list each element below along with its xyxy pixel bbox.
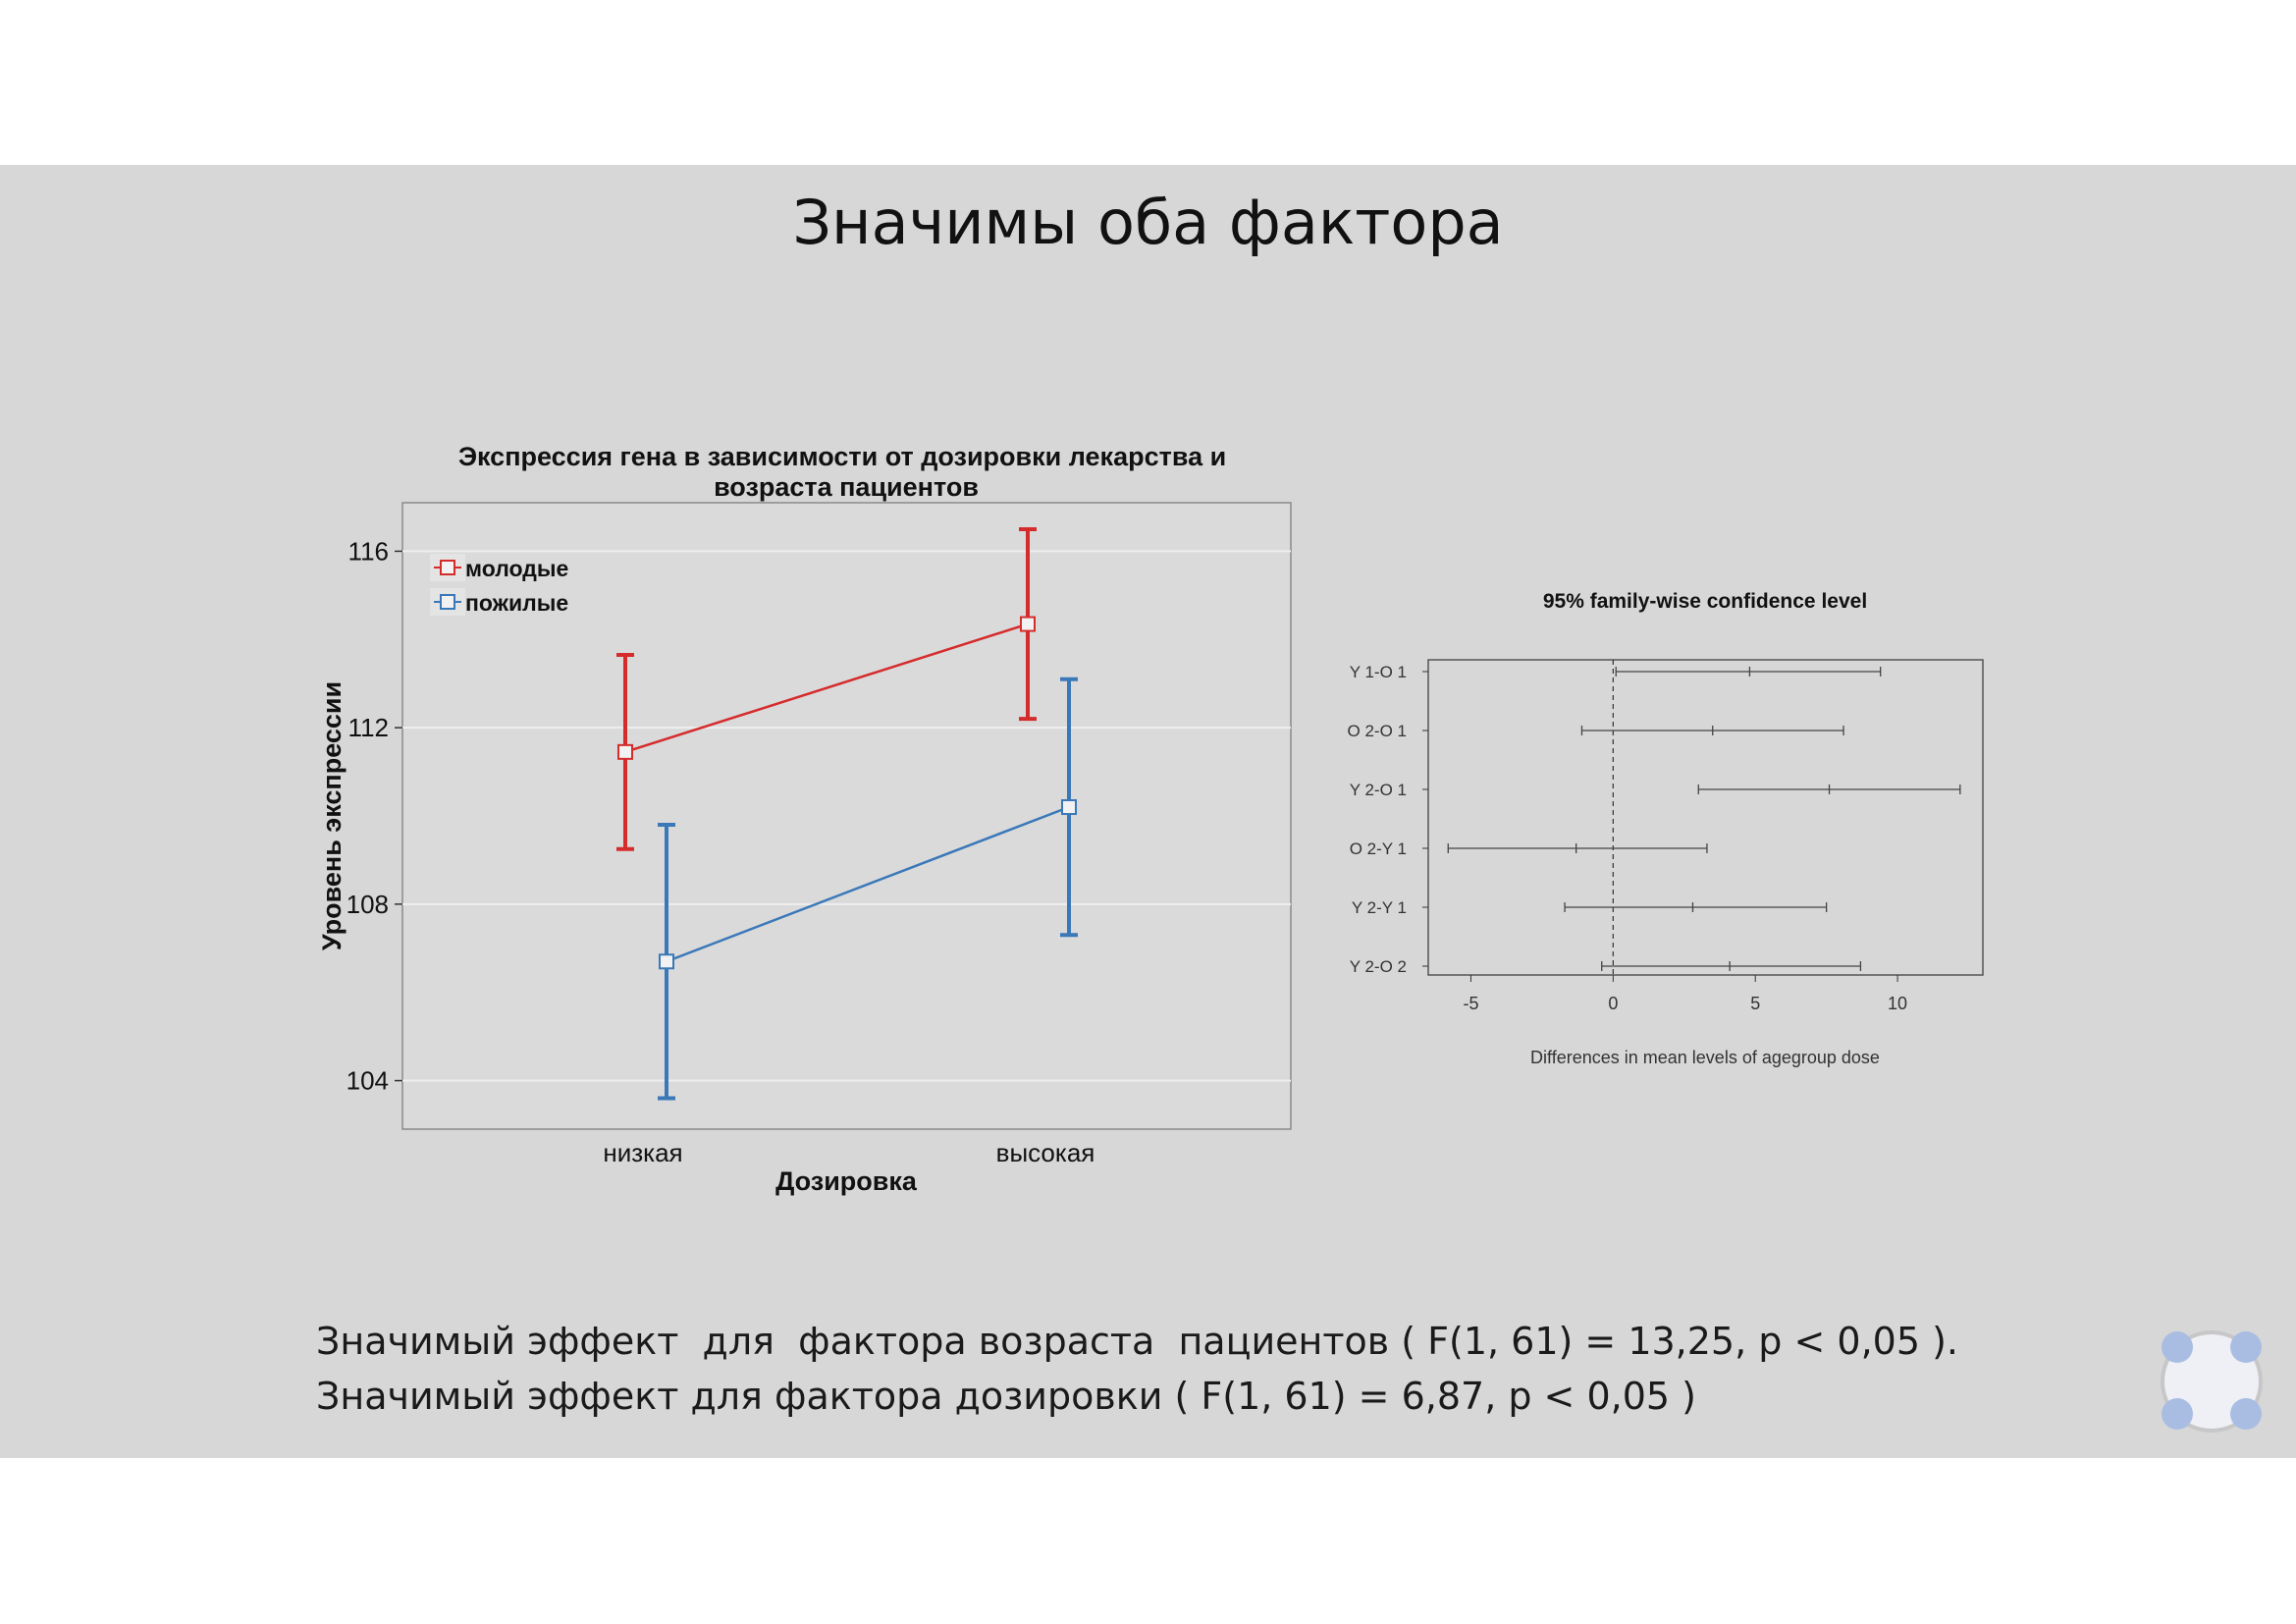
slide-title: Значимы оба фактора (792, 187, 1504, 258)
chart-title-line-1: Экспрессия гена в зависимости от дозиров… (458, 442, 1226, 471)
plot-panel (401, 502, 1292, 1130)
ci-x-axis-label: Differences in mean levels of agegroup d… (1530, 1048, 1880, 1067)
data-point (617, 743, 633, 760)
slide-caption: Значимый эффект для фактора возраста пац… (316, 1314, 1958, 1424)
legend-key-marker (440, 594, 455, 610)
comparison-label: Y 2-Y 1 (1352, 898, 1407, 917)
x-axis-label: Дозировка (775, 1166, 918, 1196)
ci-x-tick-label: -5 (1463, 994, 1478, 1013)
slide-navigation-icon[interactable] (2158, 1327, 2266, 1435)
y-axis-label: Уровень экспрессии (317, 681, 347, 950)
y-tick-label: 108 (347, 890, 389, 919)
ci-x-tick-label: 10 (1888, 994, 1907, 1013)
ci-chart-title: 95% family-wise confidence level (1543, 590, 1867, 613)
data-point (1061, 799, 1077, 816)
comparison-label: O 2-O 1 (1348, 722, 1407, 740)
comparison-label: Y 2-O 1 (1350, 781, 1407, 799)
legend-label: пожилые (465, 590, 568, 616)
series-line-1 (666, 805, 1070, 963)
ci-x-tick-label: 0 (1608, 994, 1618, 1013)
caption-line-1: Значимый эффект для фактора возраста пац… (316, 1320, 1958, 1363)
comparison-label: Y 2-O 2 (1350, 957, 1407, 976)
y-tick-label: 104 (347, 1066, 389, 1096)
x-tick-label: низкая (603, 1138, 682, 1167)
y-tick-label: 112 (348, 713, 389, 742)
caption-line-2: Значимый эффект для фактора дозировки ( … (316, 1375, 1696, 1418)
comparison-label: O 2-Y 1 (1350, 839, 1407, 858)
ci-plot-panel (1427, 659, 1984, 976)
legend-label: молодые (465, 556, 568, 581)
series-line-0 (624, 623, 1029, 754)
y-tick-label: 116 (348, 536, 389, 566)
legend-key-marker (440, 560, 455, 575)
x-tick-label: высокая (996, 1138, 1095, 1167)
comparison-label: Y 1-O 1 (1350, 663, 1407, 681)
ci-x-tick-label: 5 (1750, 994, 1760, 1013)
chart-title-line-2: возраста пациентов (714, 472, 979, 502)
data-point (1020, 616, 1036, 632)
data-point (659, 953, 674, 970)
